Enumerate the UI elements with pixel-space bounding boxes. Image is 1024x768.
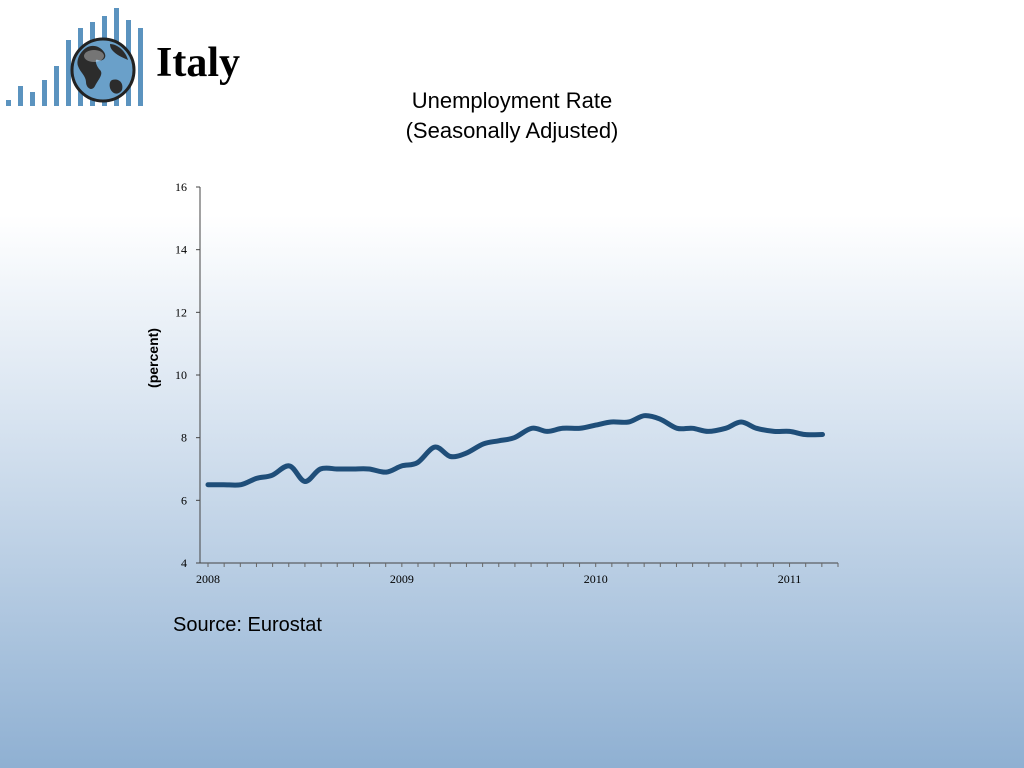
y-tick-label: 10	[175, 368, 187, 382]
chart-title-line-2: (Seasonally Adjusted)	[405, 118, 619, 143]
y-tick-label: 14	[175, 243, 187, 257]
y-tick-label: 8	[181, 431, 187, 445]
y-tick-label: 6	[181, 493, 187, 507]
chart-title-line-1: Unemployment Rate	[411, 88, 613, 113]
y-tick-label: 16	[175, 180, 187, 194]
y-tick-label: 4	[181, 556, 187, 570]
x-tick-label: 2008	[196, 572, 220, 586]
x-tick-label: 2011	[778, 572, 802, 586]
logo-bar-3	[42, 80, 47, 106]
source-note: Source: Eurostat	[173, 614, 322, 636]
logo-bar-1	[18, 86, 23, 106]
logo-bar-0	[6, 100, 11, 106]
x-tick-label: 2009	[390, 572, 414, 586]
x-axis: 2008 2009 2010 2011	[196, 562, 839, 586]
page-title: Italy	[156, 40, 240, 86]
series-line-unemployment-rate	[205, 413, 825, 488]
y-tick-label: 12	[175, 305, 187, 319]
globe-icon	[70, 37, 136, 103]
y-axis: 4 6 8 10 12 14 16	[175, 180, 201, 570]
logo-bar-4	[54, 66, 59, 106]
globe-bars-logo	[6, 8, 143, 106]
x-tick-label: 2010	[584, 572, 608, 586]
logo-bar-2	[30, 92, 35, 106]
chart-title: Unemployment Rate (Seasonally Adjusted)	[312, 86, 712, 146]
y-axis-label: (percent)	[145, 328, 161, 388]
logo-bar-5	[66, 40, 71, 106]
logo-bar-11	[138, 28, 143, 106]
